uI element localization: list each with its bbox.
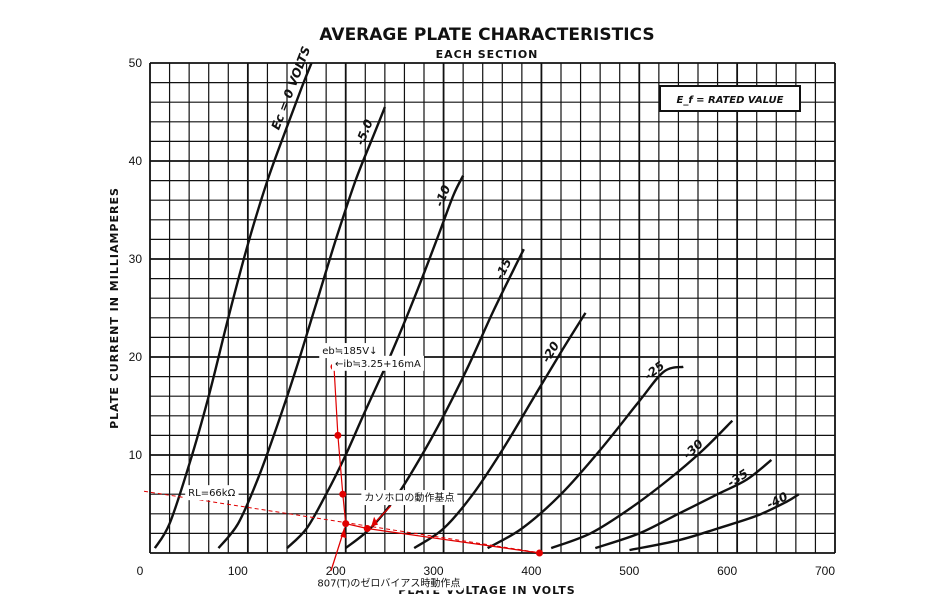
curve-label: -30: [680, 437, 705, 462]
annotation-background: [331, 355, 424, 371]
condition-note-box: E_f = RATED VALUE: [659, 85, 801, 112]
annotation-background: [314, 575, 464, 591]
operating-point-marker: [535, 549, 543, 557]
x-tick-label: 500: [619, 564, 639, 578]
x-tick-label: 400: [521, 564, 541, 578]
condition-note: E_f = RATED VALUE: [676, 95, 783, 106]
annotation-label: ←ib≒3.25+16mA: [335, 359, 421, 370]
curve-label: -35: [725, 466, 751, 489]
annotation-arrowhead: [340, 527, 347, 539]
chart-title: AVERAGE PLATE CHARACTERISTICS: [319, 25, 654, 45]
curve-line: [594, 458, 773, 550]
operating-path: [333, 366, 540, 554]
curve-line: [153, 62, 313, 549]
x-tick-label: 100: [228, 564, 248, 578]
x-tick-label: 600: [717, 564, 737, 578]
annotation-label: eb≒185V↓: [322, 346, 377, 357]
y-tick-label: 40: [129, 154, 143, 168]
curve-line: [413, 312, 587, 550]
x-tick-label: 0: [137, 564, 144, 578]
curve-line: [550, 419, 734, 550]
operating-point-marker: [339, 490, 347, 498]
curve-line: [286, 175, 465, 549]
annotation-background: [319, 343, 381, 359]
operating-point-marker: [342, 520, 350, 528]
axis-ticks: 0 100 200 300 400 500 600 700 10 20 30 40 50: [129, 56, 836, 578]
annotation-label: 807(T)のゼロバイアス時動作点: [317, 576, 460, 589]
curve-line: [217, 106, 387, 549]
y-tick-label: 20: [129, 350, 143, 364]
x-tick-label: 700: [815, 564, 835, 578]
annotation-background: [361, 490, 458, 506]
curve-label: -40: [764, 489, 790, 511]
y-axis-label: PLATE CURRENT IN MILLIAMPERES: [108, 187, 121, 429]
y-tick-label: 30: [129, 252, 143, 266]
condition-note-frame: [659, 85, 801, 112]
annotation-arrowhead: [371, 516, 378, 527]
x-tick-label: 300: [424, 564, 444, 578]
curve-label: -20: [539, 339, 562, 365]
y-tick-label: 10: [129, 448, 143, 462]
curve-line: [629, 493, 800, 552]
x-tick-label: 200: [326, 564, 346, 578]
curve-label: -15: [492, 256, 514, 282]
y-tick-label: 50: [129, 56, 143, 70]
operating-point-marker: [363, 525, 371, 532]
operating-point-marker: [334, 431, 342, 439]
curve-line: [486, 365, 684, 550]
annotation-label: RL=66kΩ: [188, 488, 235, 499]
annotation-background: [185, 485, 239, 501]
chart-subtitle: EACH SECTION: [436, 48, 539, 61]
overlay: eb≒185V↓ ←ib≒3.25+16mA RL=66kΩ カソホロの動作基点 807…: [143, 343, 543, 591]
annotation-label: カソホロの動作基点: [364, 491, 454, 504]
curve-label: -25: [641, 358, 667, 382]
